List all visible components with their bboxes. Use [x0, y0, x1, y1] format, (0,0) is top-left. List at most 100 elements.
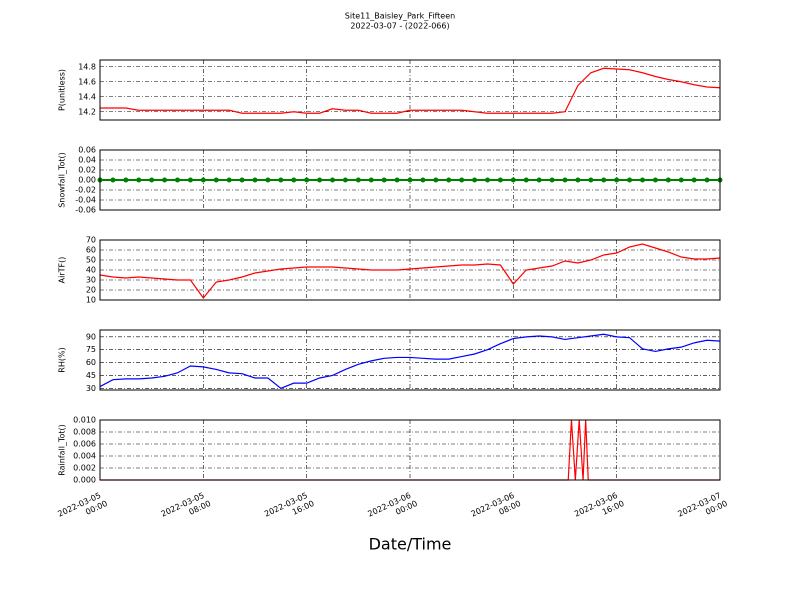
data-point [187, 177, 193, 183]
y-tick-label: 30 [86, 276, 96, 285]
y-tick-label: 0.04 [78, 156, 96, 165]
data-point [420, 177, 426, 183]
data-point [549, 177, 555, 183]
data-point [665, 177, 671, 183]
y-tick-label: 14.2 [78, 107, 96, 116]
data-point [175, 177, 180, 183]
data-point [110, 177, 116, 183]
data-point [162, 177, 168, 183]
data-point [239, 177, 245, 183]
data-point [407, 177, 413, 183]
data-point [149, 177, 155, 183]
data-point [278, 177, 284, 183]
data-point [200, 177, 206, 183]
y-tick-label: 0.00 [78, 176, 96, 185]
data-point [342, 177, 348, 183]
data-point [497, 177, 503, 183]
y-tick-label: 0.000 [73, 476, 96, 485]
figure-title: Site11_Baisley_Park_Fifteen [345, 12, 455, 21]
y-tick-label: 10 [86, 296, 96, 305]
x-tick-label: 2022-03-06 00:00 [366, 489, 418, 527]
data-point [330, 177, 335, 183]
x-axis-label: Date/Time [369, 535, 452, 554]
y-axis-label: P(unitless) [58, 69, 67, 111]
data-point [252, 177, 258, 183]
data-point [523, 177, 529, 183]
y-tick-label: 20 [86, 286, 96, 295]
axes-frame [99, 419, 721, 481]
y-tick-label: -0.04 [75, 196, 96, 205]
data-point [510, 177, 516, 183]
data-point [562, 177, 568, 183]
data-point [678, 177, 684, 183]
data-point [627, 177, 633, 183]
data-line [99, 243, 721, 299]
data-point [640, 177, 645, 183]
x-tick-label: 2022-03-05 08:00 [160, 489, 212, 527]
y-tick-label: 0.010 [73, 416, 96, 425]
x-tick-label: 2022-03-07 00:00 [676, 489, 728, 527]
y-tick-label: 75 [86, 345, 96, 354]
y-tick-label: 70 [86, 236, 96, 245]
y-axis-label: RH(%) [58, 347, 67, 372]
axes-frame [99, 239, 721, 301]
data-point [601, 177, 607, 183]
y-tick-label: -0.06 [75, 206, 96, 215]
y-tick-label: 0.02 [78, 166, 96, 175]
data-point [304, 177, 310, 183]
x-tick-label: 2022-03-06 16:00 [573, 489, 625, 527]
data-point [291, 177, 297, 183]
data-point [614, 177, 620, 183]
data-point [691, 177, 697, 183]
y-tick-label: 0.06 [78, 146, 96, 155]
data-point [652, 177, 658, 183]
y-axis-label: Snowfall_Tot() [58, 152, 67, 208]
data-point [394, 177, 400, 183]
data-point [317, 177, 323, 183]
data-line [99, 333, 721, 389]
x-tick-label: 2022-03-05 00:00 [56, 489, 108, 527]
y-tick-label: 90 [86, 332, 96, 341]
y-axis-label: AirTF() [58, 257, 67, 284]
y-tick-label: 0.008 [73, 428, 96, 437]
data-point [136, 177, 142, 183]
data-point [704, 177, 710, 183]
data-point [459, 177, 465, 183]
data-point [368, 177, 374, 183]
figure-subtitle: 2022-03-07 - (2022-066) [350, 22, 449, 31]
data-point [213, 177, 219, 183]
data-point [381, 177, 387, 183]
y-tick-label: 0.002 [73, 464, 96, 473]
y-tick-label: 45 [86, 371, 96, 380]
data-point [265, 177, 271, 183]
y-axis-label: Rainfall_Tot() [58, 424, 67, 476]
data-point [226, 177, 232, 183]
axes-frame [99, 149, 721, 211]
y-tick-label: 14.8 [78, 62, 96, 71]
y-tick-label: 40 [86, 266, 96, 275]
data-line [100, 67, 721, 114]
y-tick-label: -0.02 [75, 186, 96, 195]
y-tick-label: 50 [86, 256, 96, 265]
data-point [485, 177, 490, 183]
data-point [575, 177, 581, 183]
y-tick-label: 0.004 [73, 452, 96, 461]
y-tick-label: 30 [86, 384, 96, 393]
data-point [588, 177, 594, 183]
y-tick-label: 60 [86, 246, 96, 255]
data-point [446, 177, 452, 183]
y-tick-label: 14.4 [78, 92, 96, 101]
data-point [123, 177, 129, 183]
y-tick-label: 60 [86, 358, 96, 367]
data-point [433, 177, 439, 183]
axes-frame [99, 329, 721, 391]
y-tick-label: 0.006 [73, 440, 96, 449]
axes-frame [99, 59, 721, 121]
data-point [355, 177, 361, 183]
x-tick-label: 2022-03-05 16:00 [263, 489, 315, 527]
data-point [472, 177, 478, 183]
data-point [536, 177, 542, 183]
x-tick-label: 2022-03-06 08:00 [470, 489, 522, 527]
y-tick-label: 14.6 [78, 77, 96, 86]
